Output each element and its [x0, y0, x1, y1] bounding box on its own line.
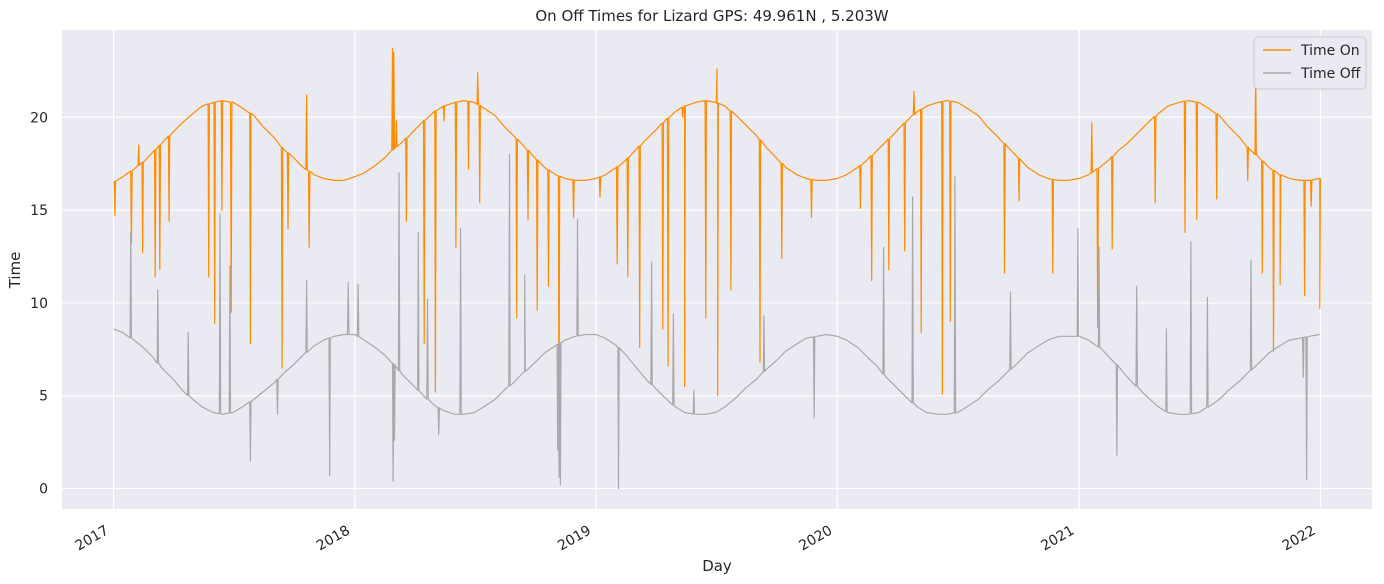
series-line-time-off [113, 153, 1320, 490]
y-tick-label: 15 [30, 203, 48, 219]
x-axis-ticks: 2017 2018 2019 2020 2021 2022 [73, 523, 1319, 555]
y-tick-label: 20 [30, 110, 48, 126]
y-tick-label: 5 [39, 389, 48, 405]
y-axis-label: Time [6, 252, 24, 290]
legend-label-time-on: Time On [1300, 43, 1360, 59]
plot-area [62, 30, 1372, 509]
x-tick-label: 2017 [73, 523, 112, 555]
series-lines [113, 48, 1321, 490]
x-tick-label: 2018 [314, 523, 353, 555]
x-tick-label: 2020 [796, 523, 835, 555]
x-tick-label: 2019 [555, 523, 594, 555]
legend: Time On Time Off [1253, 36, 1367, 90]
series-line-time-on [113, 48, 1321, 436]
y-tick-label: 10 [30, 296, 48, 312]
chart-title: On Off Times for Lizard GPS: 49.961N , 5… [535, 7, 888, 25]
x-tick-label: 2022 [1280, 523, 1319, 555]
legend-label-time-off: Time Off [1300, 66, 1361, 82]
x-axis-label: Day [702, 557, 732, 575]
y-tick-label: 0 [39, 482, 48, 498]
y-axis-ticks: 0 5 10 15 20 [30, 110, 48, 497]
x-tick-label: 2021 [1038, 523, 1077, 555]
